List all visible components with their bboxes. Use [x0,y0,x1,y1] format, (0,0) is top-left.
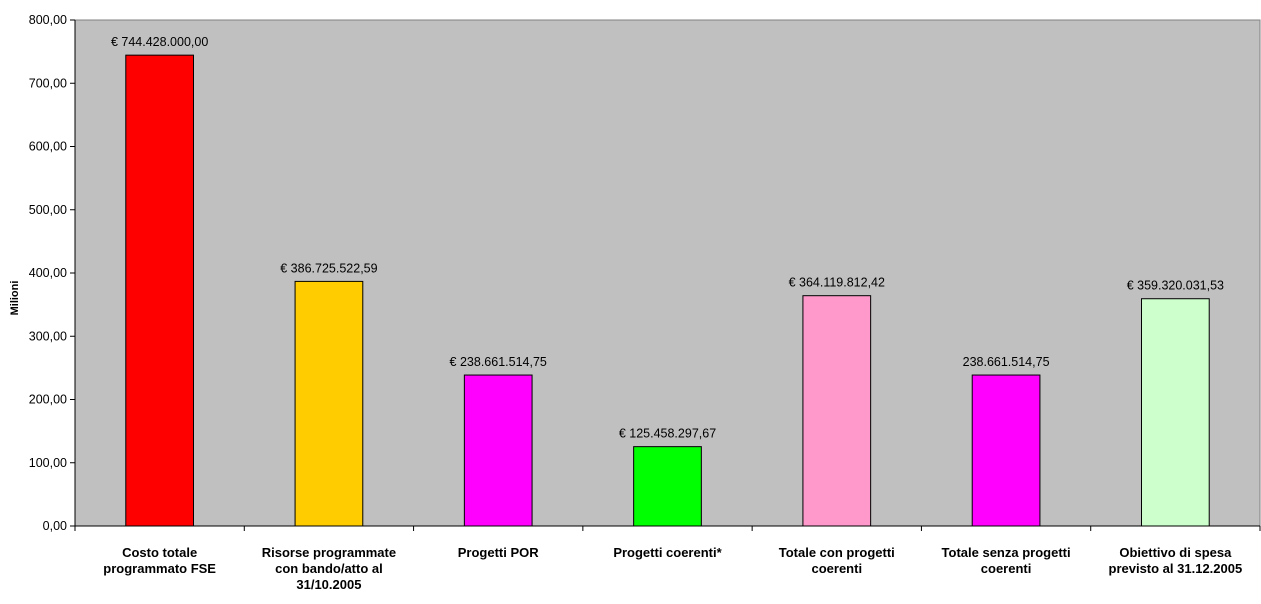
y-tick-label: 300,00 [29,329,67,343]
y-axis-title: Milioni [9,281,21,316]
y-tick-label: 500,00 [29,203,67,217]
data-label: € 125.458.297,67 [619,427,716,441]
bar [294,280,364,527]
bar [463,374,533,527]
y-tick-label: 400,00 [29,266,67,280]
y-tick-label: 0,00 [43,519,67,533]
y-tick-label: 200,00 [29,393,67,407]
bar [1141,298,1210,527]
category-label: Totale con progetti coerenti [779,545,895,576]
category-label: Costo totale programmato FSE [103,545,216,576]
category-label: Progetti POR [458,545,540,560]
data-label: € 238.661.514,75 [450,355,547,369]
y-tick-label: 600,00 [29,140,67,154]
data-label: € 386.725.522,59 [280,261,377,275]
y-tick-label: 100,00 [29,456,67,470]
data-label: € 744.428.000,00 [111,35,208,49]
data-label: € 364.119.812,42 [789,276,885,290]
y-tick-label: 800,00 [29,13,67,27]
category-label: Totale senza progetti coerenti [942,545,1071,576]
category-label: Progetti coerenti* [613,545,722,560]
bar [633,446,702,527]
data-label: € 359.320.031,53 [1127,279,1224,293]
category-label: Obiettivo di spesa previsto al 31.12.2005 [1109,545,1243,576]
plot-area [74,19,1261,527]
y-tick-label: 700,00 [29,76,67,90]
bar [802,295,872,527]
bar [125,54,194,527]
category-label: Risorse programmate con bando/atto al 31/1… [262,545,396,592]
bar [971,374,1041,527]
data-label: 238.661.514,75 [963,355,1050,369]
